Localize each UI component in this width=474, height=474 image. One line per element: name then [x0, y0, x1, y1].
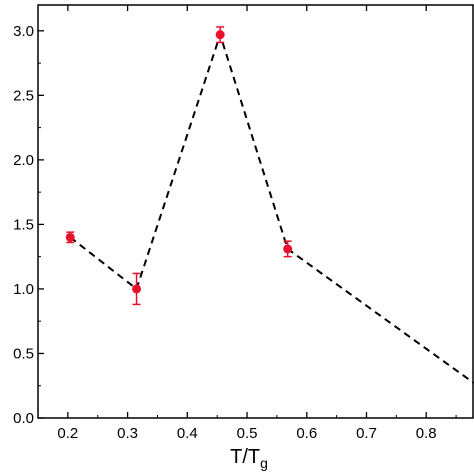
y-tick-label: 3.0: [13, 23, 34, 40]
x-axis-title-main: T/T: [230, 446, 260, 468]
x-tick-label: 0.8: [416, 425, 437, 442]
data-points-group: [65, 26, 293, 306]
x-axis-title-subscript: g: [260, 455, 268, 471]
y-tick-label: 1.5: [13, 216, 34, 233]
data-point: [215, 30, 225, 40]
axes: [37, 4, 474, 419]
plot-frame: [37, 4, 474, 419]
trend-line: [69, 31, 474, 384]
data-point: [132, 284, 142, 294]
y-tick-label: 1.0: [13, 281, 34, 298]
x-tick-label: 0.4: [177, 425, 198, 442]
data-point: [65, 232, 75, 242]
x-tick-label: 0.6: [296, 425, 317, 442]
x-tick-label: 0.3: [117, 425, 138, 442]
x-tick-label: 0.7: [356, 425, 377, 442]
tick-labels-group: 0.2 0.3 0.4 0.5 0.6 0.7 0.8 0.0 0.5 1.0 1.5 2.0 2.5 3…: [13, 23, 437, 442]
x-axis-title: T/Tg: [230, 446, 268, 471]
trend-line-group: [69, 31, 474, 384]
y-tick-label: 0.0: [13, 410, 34, 427]
y-tick-label: 2.0: [13, 152, 34, 169]
y-tick-label: 0.5: [13, 345, 34, 362]
x-tick-label: 0.5: [237, 425, 258, 442]
x-tick-label: 0.2: [57, 425, 78, 442]
y-tick-label: 2.5: [13, 87, 34, 104]
data-point: [283, 244, 293, 254]
